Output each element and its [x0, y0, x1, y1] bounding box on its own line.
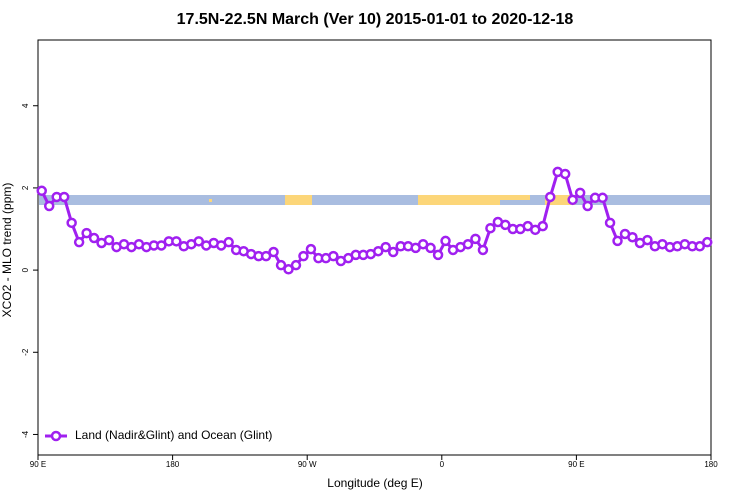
data-point	[58, 191, 70, 203]
data-point	[372, 245, 384, 257]
data-point	[275, 259, 287, 271]
x-tick-label: 90 W	[298, 460, 317, 469]
x-tick-label: 180	[166, 460, 180, 469]
data-point	[604, 217, 616, 229]
data-point	[260, 250, 272, 262]
data-point	[567, 194, 578, 206]
data-point	[597, 192, 608, 204]
data-point	[171, 236, 182, 247]
y-axis-label: XCO2 - MLO trend (ppm)	[0, 183, 14, 318]
data-point	[694, 241, 706, 252]
data-point	[380, 241, 391, 253]
data-point	[156, 240, 167, 251]
x-tick-label: 0	[440, 460, 445, 469]
data-point	[43, 200, 55, 212]
land-band	[418, 195, 500, 205]
land-band	[285, 195, 312, 205]
data-point	[612, 235, 623, 247]
data-point	[298, 250, 309, 262]
data-point	[582, 200, 593, 212]
data-point	[559, 168, 571, 180]
land-band	[209, 199, 212, 202]
y-tick-label: 2	[21, 185, 30, 190]
legend-marker	[50, 430, 62, 442]
data-point	[477, 244, 489, 256]
data-point	[73, 236, 85, 248]
data-point	[432, 249, 444, 261]
data-point	[387, 246, 399, 258]
x-tick-label: 90 E	[30, 460, 46, 469]
data-point	[36, 185, 47, 197]
data-point	[500, 219, 511, 231]
y-tick-label: -4	[21, 430, 30, 438]
data-point	[440, 235, 451, 247]
legend-label: Land (Nadir&Glint) and Ocean (Glint)	[75, 428, 272, 442]
data-point	[642, 234, 653, 246]
land-band	[545, 195, 575, 205]
x-tick-label: 180	[704, 460, 718, 469]
data-point	[544, 191, 556, 203]
data-point	[268, 246, 279, 258]
data-point	[328, 250, 339, 262]
y-tick-label: -2	[21, 348, 30, 356]
data-point	[223, 236, 234, 248]
data-point	[537, 220, 548, 232]
x-axis-label: Longitude (deg E)	[327, 476, 422, 490]
x-tick-label: 90 E	[568, 460, 584, 469]
data-point	[425, 242, 436, 254]
data-point	[462, 238, 474, 250]
data-point	[470, 233, 481, 245]
y-tick-label: 0	[21, 267, 30, 272]
data-point	[290, 259, 302, 271]
chart-title: 17.5N-22.5N March (Ver 10) 2015-01-01 to…	[177, 11, 574, 28]
data-point	[574, 187, 586, 199]
land-ocean-strip	[39, 195, 710, 205]
ocean-band	[39, 195, 710, 205]
data-point	[702, 236, 713, 248]
y-tick-label: 4	[21, 103, 30, 108]
data-point	[485, 222, 496, 234]
data-point	[283, 264, 294, 275]
data-point	[627, 231, 638, 243]
data-point	[193, 236, 205, 247]
data-point	[66, 217, 77, 229]
data-point	[81, 227, 92, 239]
data-point	[103, 234, 115, 246]
plot-frame	[37, 39, 712, 456]
data-point	[88, 232, 100, 244]
data-point	[305, 243, 317, 255]
land-band	[500, 195, 530, 200]
